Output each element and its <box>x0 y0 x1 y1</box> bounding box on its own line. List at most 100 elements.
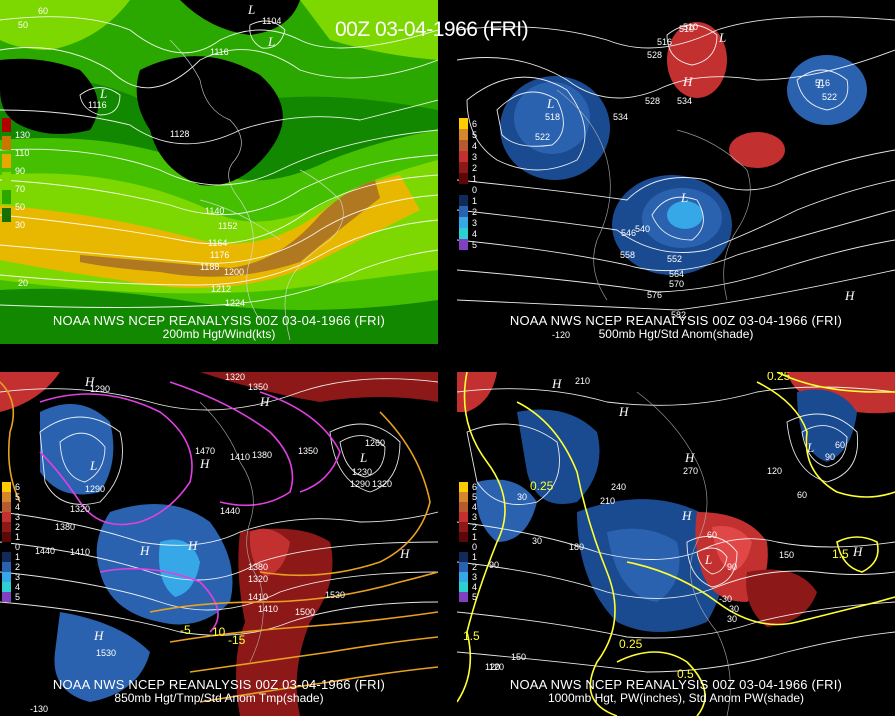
center-label: H <box>852 544 863 559</box>
center-label: L <box>247 2 255 17</box>
center-label: L <box>359 450 367 465</box>
colorbar-label: 3 <box>472 218 478 228</box>
contour-label: 180 <box>569 542 584 552</box>
colorbar-swatch <box>2 172 11 186</box>
contour-label: 1.5 <box>832 547 849 561</box>
contour-label: 1380 <box>55 522 75 532</box>
panel-subcaption: 500mb Hgt/Std Anom(shade) <box>598 327 754 341</box>
contour-label: 1176 <box>210 250 229 260</box>
center-label: H <box>84 374 95 389</box>
center-label: H <box>187 538 198 553</box>
contour-label: 1320 <box>225 372 245 382</box>
contour-label: 582 <box>671 310 686 320</box>
colorbar-swatch <box>459 582 468 592</box>
contour-label: 90 <box>489 560 499 570</box>
colorbar-swatch <box>2 502 11 512</box>
colorbar-label: 5 <box>15 492 21 502</box>
colorbar-label: 2 <box>472 163 478 173</box>
contour-label: 1188 <box>200 262 219 272</box>
colorbar-label: 70 <box>15 184 26 194</box>
contour-label: 0.5 <box>677 667 694 681</box>
colorbar-label: 5 <box>472 240 478 250</box>
contour-label: 1440 <box>35 546 55 556</box>
colorbar-swatch <box>2 512 11 522</box>
colorbar-label: 0 <box>472 185 478 195</box>
colorbar-swatch <box>2 208 11 222</box>
contour-label: 210 <box>575 376 590 386</box>
colorbar-label: 4 <box>472 141 478 151</box>
center-label: H <box>681 508 692 523</box>
colorbar-swatch <box>2 542 11 552</box>
colorbar-swatch <box>2 482 11 492</box>
contour-label: 516 <box>815 78 830 88</box>
center-label: L <box>546 96 554 111</box>
panel-subcaption: 850mb Hgt/Tmp/Std Anom Tmp(shade) <box>114 691 324 705</box>
contour-label: 540 <box>635 224 650 234</box>
center-label: L <box>89 458 97 473</box>
contour-label: 30 <box>729 604 739 614</box>
contour-label: 120 <box>767 466 782 476</box>
colorbar-swatch <box>459 195 468 206</box>
center-label: L <box>267 34 275 49</box>
colorbar-label: 4 <box>472 582 478 592</box>
contour-label: 90 <box>727 562 737 572</box>
map-200mb: L L L 1104 1116 1116 1128 1140 1152 1164… <box>0 0 438 344</box>
contour-label: 0.25 <box>530 479 554 493</box>
panel-500mb: L L L L H H 510 516 518 522 528 534 534 … <box>457 0 895 344</box>
contour-label: 528 <box>645 96 660 106</box>
contour-label: 20 <box>18 278 28 288</box>
contour-label: 1380 <box>252 450 272 460</box>
contour-label: 0.25 <box>767 372 791 383</box>
colorbar-swatch <box>459 184 468 195</box>
colorbar-swatch <box>2 532 11 542</box>
colorbar-swatch <box>2 190 11 204</box>
contour-label: 1200 <box>224 267 244 277</box>
contour-label: 1320 <box>372 479 392 489</box>
colorbar-swatch <box>2 562 11 572</box>
colorbar-swatch <box>2 582 11 592</box>
contour-label: -15 <box>228 633 246 647</box>
colorbar-label: 3 <box>472 152 478 162</box>
colorbar-label: 90 <box>15 166 26 176</box>
colorbar-label: 4 <box>472 229 478 239</box>
contour-label: 1320 <box>248 574 268 584</box>
colorbar-swatch <box>459 492 468 502</box>
contour-label: -5 <box>180 623 191 637</box>
map-850mb: H L H H L H H H H 1320 1350 1260 1230 12… <box>0 372 438 716</box>
contour-label: 552 <box>667 254 682 264</box>
colorbar-swatch <box>459 592 468 602</box>
contour-label: 534 <box>677 96 692 106</box>
contour-label: 1350 <box>298 446 318 456</box>
colorbar-swatch <box>459 118 468 129</box>
center-label: H <box>139 543 150 558</box>
contour-label: -130 <box>30 704 48 714</box>
colorbar-swatch <box>2 522 11 532</box>
panel-200mb: L L L 1104 1116 1116 1128 1140 1152 1164… <box>0 0 438 344</box>
colorbar-label: 1 <box>472 532 478 542</box>
contour-label: 1410 <box>248 592 268 602</box>
contour-label: 30 <box>727 614 737 624</box>
contour-label: 30 <box>517 492 527 502</box>
colorbar-label: 50 <box>15 202 26 212</box>
colorbar-swatch <box>459 532 468 542</box>
map-1000mb: H H H H L L H 210 240 180 120 90 60 30 3… <box>457 372 895 716</box>
center-label: L <box>99 86 107 101</box>
colorbar-swatch <box>2 154 11 168</box>
contour-label: 150 <box>511 652 526 662</box>
contour-label: 1116 <box>88 100 107 110</box>
colorbar-label: 1 <box>472 552 478 562</box>
panel-850mb: H L H H L H H H H 1320 1350 1260 1230 12… <box>0 372 438 716</box>
panel-subcaption: 200mb Hgt/Wind(kts) <box>162 327 276 341</box>
colorbar-label: 6 <box>15 482 21 492</box>
colorbar-label: 2 <box>15 562 21 572</box>
contour-label: 576 <box>647 290 662 300</box>
center-label: H <box>844 288 855 303</box>
contour-label: 240 <box>611 482 626 492</box>
center-label: L <box>718 30 726 45</box>
contour-label: 30 <box>532 536 542 546</box>
panel-caption: NOAA NWS NCEP REANALYSIS 00Z 03-04-1966 … <box>52 313 386 328</box>
colorbar-label: 1 <box>15 552 21 562</box>
colorbar-label: 0 <box>472 542 478 552</box>
contour-label: 1470 <box>195 446 215 456</box>
contour-label: 528 <box>647 50 662 60</box>
